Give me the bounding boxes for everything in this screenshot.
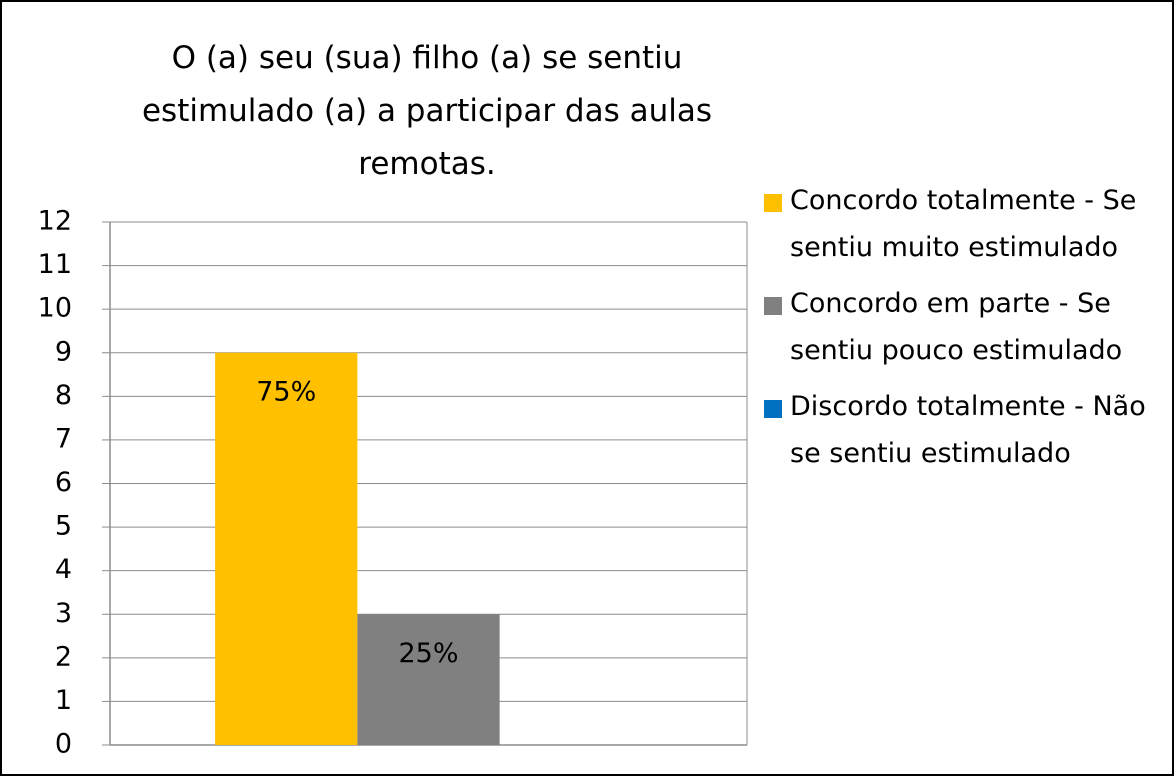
legend-swatch xyxy=(764,194,782,212)
y-tick-label: 10 xyxy=(38,293,72,324)
y-tick-label: 8 xyxy=(55,380,72,411)
y-tick-label: 2 xyxy=(55,641,72,672)
y-tick-label: 9 xyxy=(55,336,72,367)
legend-item: Concordo totalmente - Se sentiu muito es… xyxy=(762,177,1167,271)
legend-item: Concordo em parte - Se sentiu pouco esti… xyxy=(762,280,1167,374)
bar xyxy=(357,614,500,745)
y-tick-label: 7 xyxy=(55,423,72,454)
legend-label: Discordo totalmente - Não se sentiu esti… xyxy=(790,391,1146,469)
y-tick-label: 3 xyxy=(55,598,72,629)
y-tick-label: 11 xyxy=(38,249,72,280)
bar xyxy=(215,352,358,745)
y-tick-label: 4 xyxy=(55,554,72,585)
y-tick-label: 0 xyxy=(55,729,72,760)
legend-label: Concordo totalmente - Se sentiu muito es… xyxy=(790,185,1137,263)
legend-label: Concordo em parte - Se sentiu pouco esti… xyxy=(790,288,1123,366)
data-label: 75% xyxy=(256,376,316,407)
legend-item: Discordo totalmente - Não se sentiu esti… xyxy=(762,383,1167,477)
y-tick-label: 6 xyxy=(55,467,72,498)
y-tick-label: 12 xyxy=(38,206,72,237)
data-label: 25% xyxy=(398,638,458,669)
chart-title: O (a) seu (sua) filho (a) se sentiu esti… xyxy=(141,40,713,182)
y-tick-label: 5 xyxy=(55,511,72,542)
y-tick-label: 1 xyxy=(55,685,72,716)
legend: Concordo totalmente - Se sentiu muito es… xyxy=(762,177,1167,486)
legend-swatch xyxy=(764,297,782,315)
legend-swatch xyxy=(764,400,782,418)
